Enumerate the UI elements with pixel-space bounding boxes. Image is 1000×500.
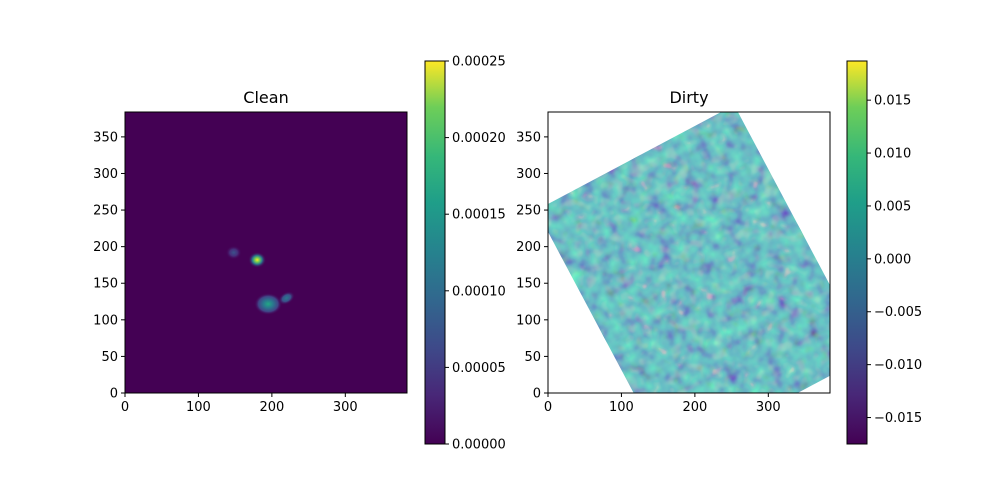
- y-tick-label: 0: [533, 387, 541, 402]
- colorbar-tick-label: −0.005: [874, 305, 922, 320]
- x-tick-label: 300: [756, 400, 781, 415]
- colorbar-tick-label: 0.00000: [452, 438, 506, 453]
- clean-axes-frame: [124, 111, 408, 394]
- colorbar-tick-label: 0.015: [874, 94, 911, 109]
- y-tick-label: 150: [516, 277, 541, 292]
- colorbar-tick-label: 0.000: [874, 252, 911, 267]
- colorbar-tick-label: 0.00015: [452, 208, 506, 223]
- colorbar-tick-label: 0.005: [874, 199, 911, 214]
- y-tick-label: 200: [516, 240, 541, 255]
- dirty-axes-frame: [547, 111, 831, 394]
- colorbar-tick-label: −0.015: [874, 411, 922, 426]
- y-tick-label: 300: [516, 167, 541, 182]
- source-blob: [225, 245, 242, 260]
- colorbar-tick-label: 0.00010: [452, 284, 506, 299]
- y-tick-label: 150: [93, 277, 118, 292]
- source-blob: [248, 251, 267, 268]
- source-blob: [254, 293, 283, 315]
- clean-panel: Clean 0 100 200 300 0 50 100 150 200 250 300 350 0…: [93, 55, 506, 453]
- dirty-colorbar: −0.015 −0.010 −0.005 0.000 0.005 0.010 0.015: [846, 60, 922, 445]
- clean-colorbar: 0.00000 0.00005 0.00010 0.00015 0.00020 0.000…: [424, 55, 506, 453]
- dirty-title: Dirty: [669, 88, 708, 107]
- colorbar-tick-label: 0.00005: [452, 361, 506, 376]
- dirty-image: [548, 112, 830, 393]
- dirty-panel: Dirty 0 100 200 300 0 50 100 150 200 250 300 350 −…: [516, 60, 922, 445]
- y-tick-label: 50: [524, 350, 541, 365]
- x-tick-label: 200: [259, 400, 284, 415]
- colorbar-tick-label: 0.010: [874, 147, 911, 162]
- source-blob: [278, 291, 295, 305]
- x-tick-label: 100: [609, 400, 634, 415]
- y-tick-label: 350: [93, 130, 118, 145]
- colorbar-tick-label: −0.010: [874, 358, 922, 373]
- clean-title: Clean: [243, 88, 288, 107]
- y-tick-label: 0: [110, 387, 118, 402]
- y-tick-label: 250: [93, 204, 118, 219]
- y-tick-label: 300: [93, 167, 118, 182]
- x-tick-label: 100: [186, 400, 211, 415]
- x-tick-label: 200: [682, 400, 707, 415]
- y-tick-label: 350: [516, 130, 541, 145]
- y-tick-label: 200: [93, 240, 118, 255]
- x-tick-label: 0: [544, 400, 552, 415]
- y-tick-label: 250: [516, 204, 541, 219]
- x-tick-label: 300: [333, 400, 358, 415]
- colorbar-tick-label: 0.00020: [452, 131, 506, 146]
- x-tick-label: 0: [121, 400, 129, 415]
- clean-image: [125, 112, 407, 393]
- y-tick-label: 50: [101, 350, 118, 365]
- y-tick-label: 100: [516, 313, 541, 328]
- colorbar-tick-label: 0.00025: [452, 55, 506, 70]
- y-tick-label: 100: [93, 313, 118, 328]
